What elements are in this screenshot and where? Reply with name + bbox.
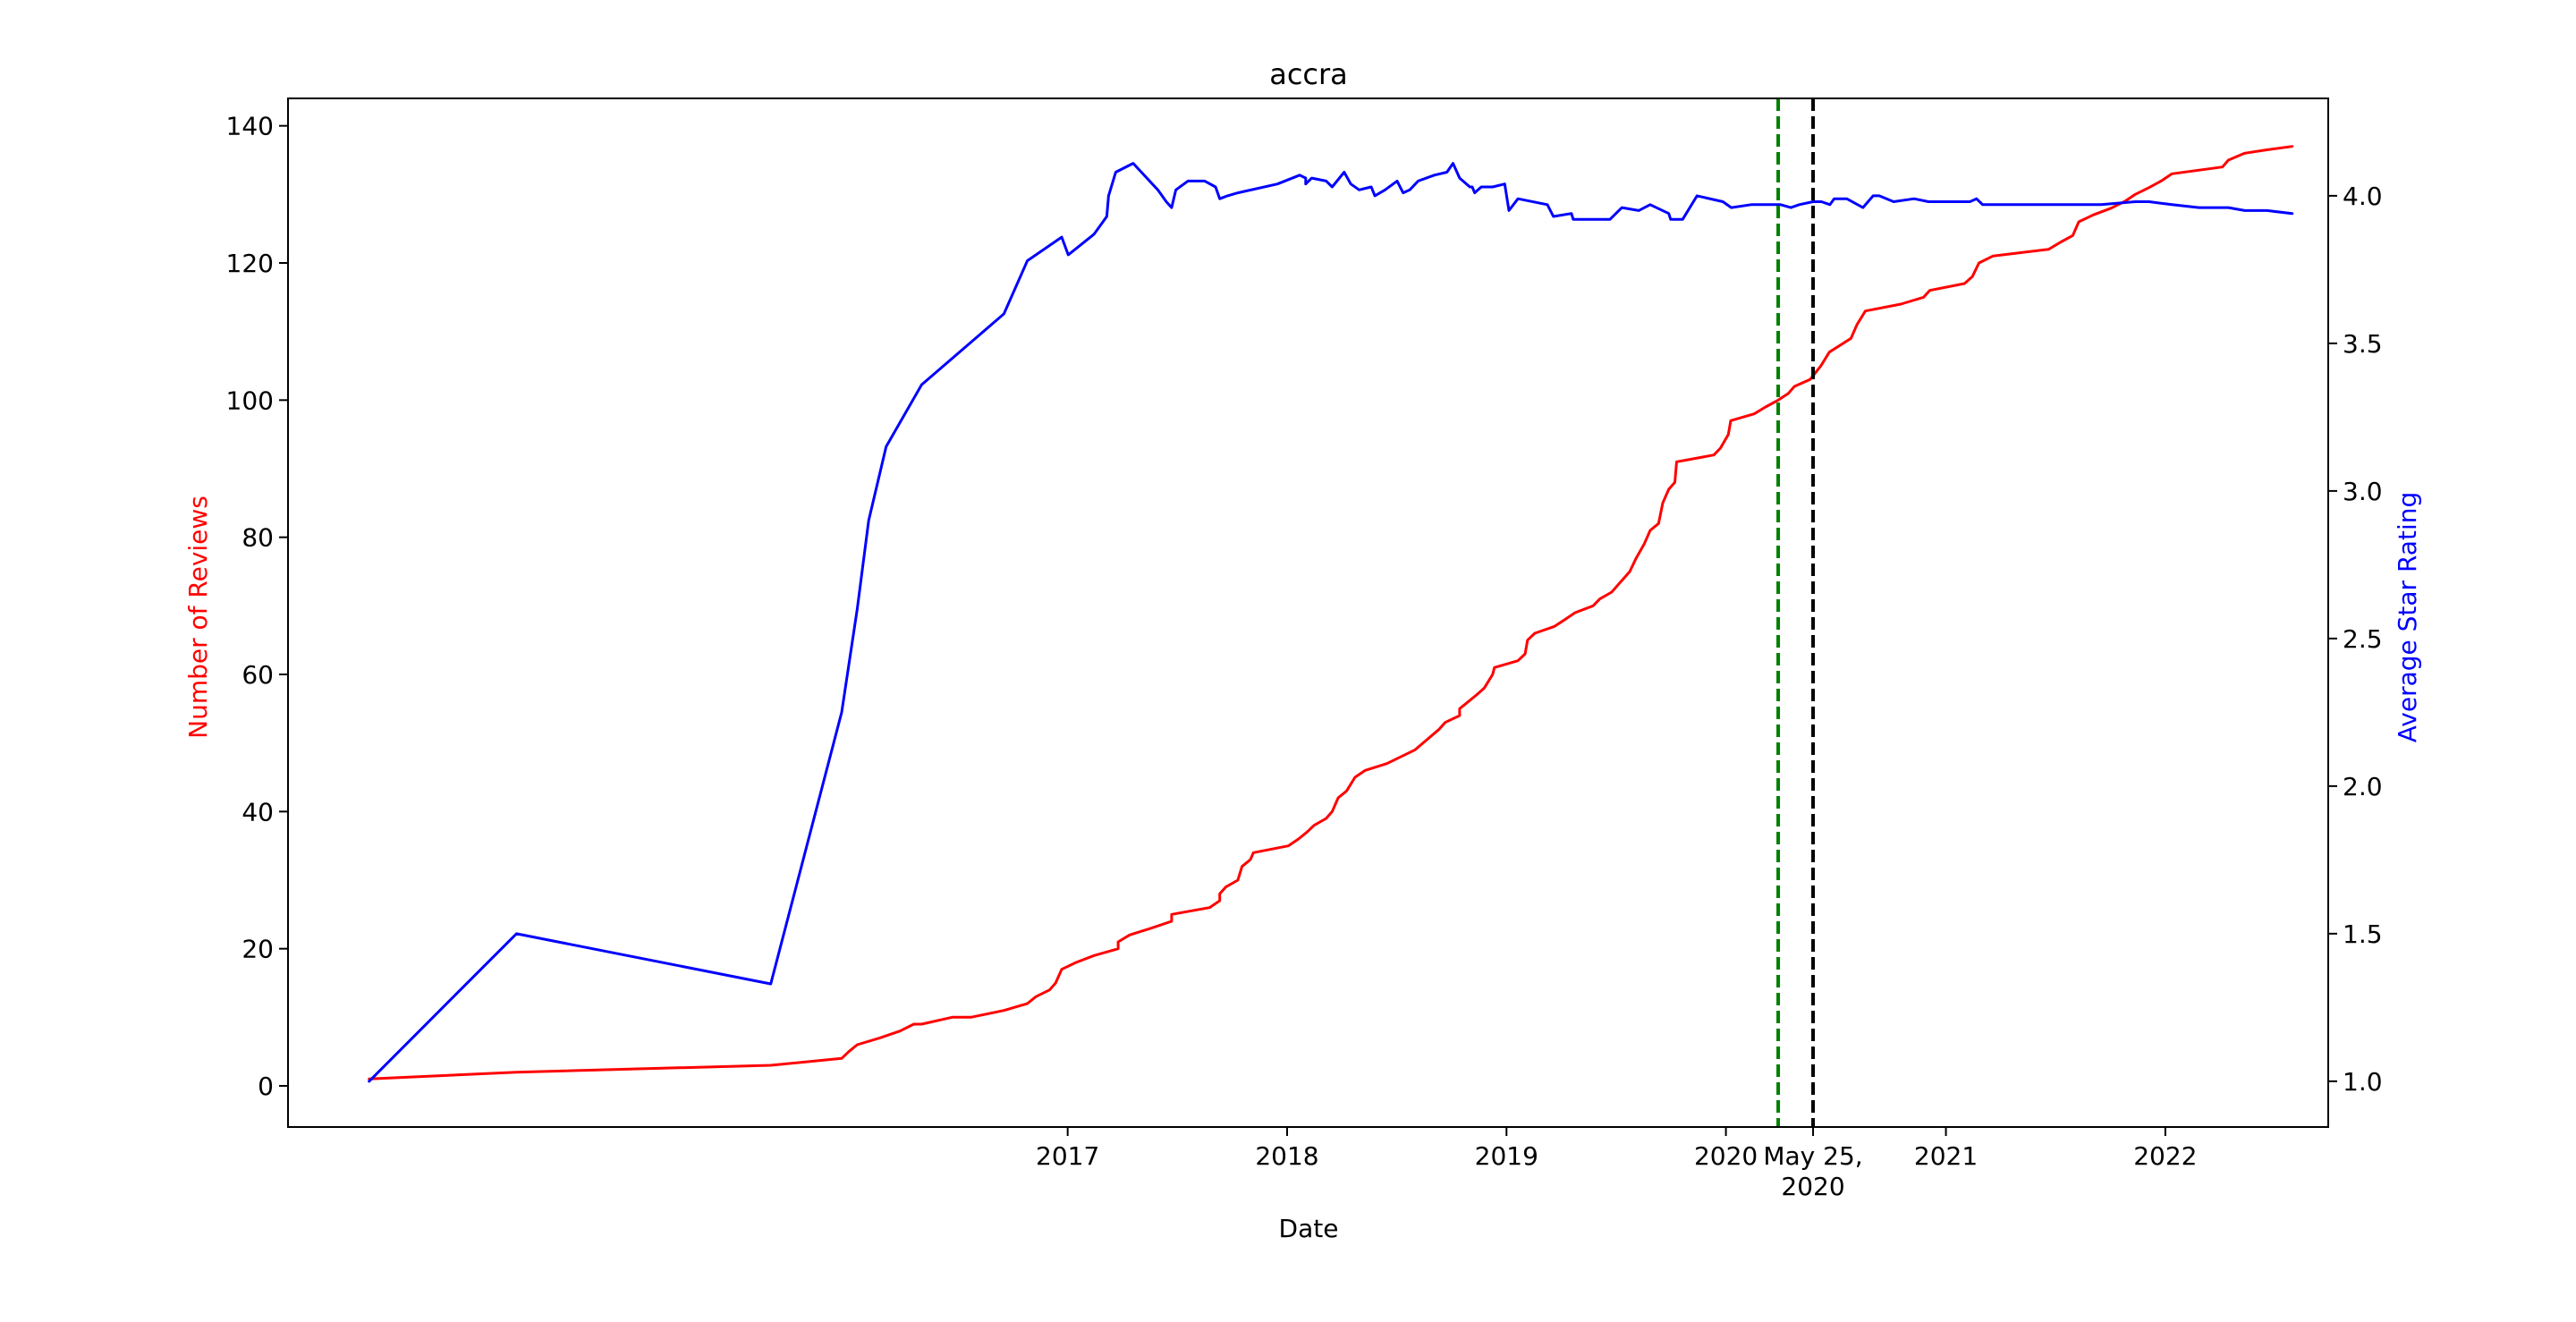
y-axis-label-right: Average Star Rating xyxy=(2393,492,2422,742)
chart-marks: 0 20 40 60 80 100 120 140 1.0 1.5 2.0 2.5 3.0 3.5 4.0 2… xyxy=(226,98,2383,1201)
y-tick-label-left: 80 xyxy=(242,523,274,553)
y-tick-label-right: 3.5 xyxy=(2343,329,2383,359)
y-tick-label-right: 2.5 xyxy=(2343,624,2383,654)
x-axis-label: Date xyxy=(1279,1214,1339,1243)
x-tick-label: 2020 xyxy=(1694,1141,1758,1171)
x-tick-label: 2021 xyxy=(1914,1141,1978,1171)
y-tick-label-right: 2.0 xyxy=(2343,772,2383,801)
plot-frame xyxy=(287,97,2329,1128)
y-tick-label-right: 1.0 xyxy=(2343,1067,2383,1097)
y-tick-label-left: 60 xyxy=(242,660,274,690)
y-tick-label-left: 20 xyxy=(242,935,274,964)
x-tick-label: 2022 xyxy=(2133,1141,2197,1171)
y-tick-label-left: 140 xyxy=(226,112,274,141)
x-tick-label: 2019 xyxy=(1475,1141,1538,1171)
x-tick-label: 2017 xyxy=(1036,1141,1099,1171)
y-tick-label-left: 120 xyxy=(226,249,274,278)
x-tick-label: 2018 xyxy=(1255,1141,1318,1171)
y-tick-label-left: 0 xyxy=(258,1072,274,1101)
reviews-count-line xyxy=(368,145,2294,1080)
x-tick-label: May 25, 2020 xyxy=(1763,1141,1862,1201)
y-tick-label-right: 3.0 xyxy=(2343,477,2383,506)
chart-title: accra xyxy=(1269,57,1348,91)
y-tick-label-left: 100 xyxy=(226,386,274,415)
y-axis-label-left: Number of Reviews xyxy=(183,496,213,739)
star-rating-line xyxy=(368,162,2294,1083)
y-tick-label-right: 1.5 xyxy=(2343,919,2383,949)
y-tick-label-right: 4.0 xyxy=(2343,182,2383,211)
y-tick-label-left: 40 xyxy=(242,797,274,826)
